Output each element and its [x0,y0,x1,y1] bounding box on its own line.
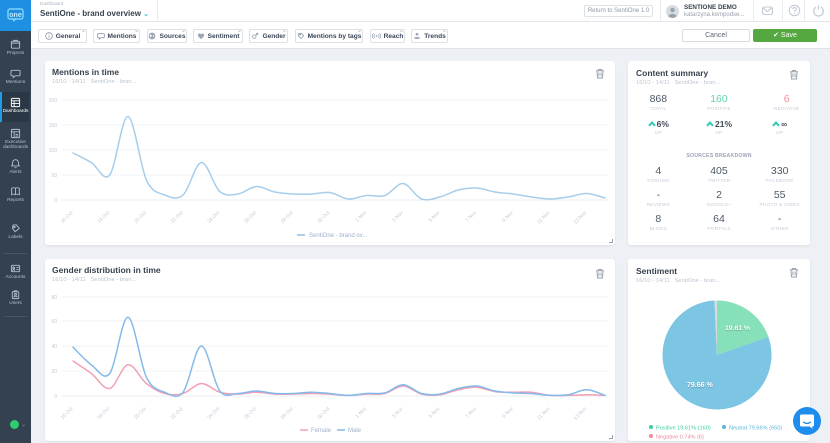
svg-text:80: 80 [51,295,57,301]
svg-text:1 Nov: 1 Nov [354,210,368,224]
svg-text:Female: Female [311,428,332,434]
svg-text:20 Oct: 20 Oct [133,210,148,225]
svg-text:26 Oct: 26 Oct [243,210,258,225]
svg-text:Male: Male [348,428,362,434]
svg-text:1 Nov: 1 Nov [354,406,368,420]
svg-text:0: 0 [54,394,57,400]
svg-text:79.66 %: 79.66 % [687,382,713,389]
svg-text:28 Oct: 28 Oct [280,406,295,421]
svg-text:150: 150 [49,123,58,129]
svg-text:28 Oct: 28 Oct [280,210,295,225]
svg-text:40: 40 [51,344,57,350]
svg-text:26 Oct: 26 Oct [243,406,258,421]
svg-text:11 Nov: 11 Nov [536,210,552,226]
svg-text:9 Nov: 9 Nov [501,210,515,224]
svg-text:SentiOne - brand ov...: SentiOne - brand ov... [309,233,368,239]
svg-text:one: one [9,12,22,19]
svg-text:11 Nov: 11 Nov [536,406,552,422]
svg-text:3 Nov: 3 Nov [391,406,405,420]
svg-text:30 Oct: 30 Oct [317,406,332,421]
svg-text:5 Nov: 5 Nov [428,210,442,224]
svg-text:0: 0 [54,198,57,204]
svg-text:16 Oct: 16 Oct [60,210,75,225]
svg-text:24 Oct: 24 Oct [207,210,222,225]
svg-text:7 Nov: 7 Nov [465,406,479,420]
svg-text:20: 20 [51,369,57,375]
svg-text:30 Oct: 30 Oct [317,210,332,225]
svg-text:22 Oct: 22 Oct [170,210,185,225]
svg-text:9 Nov: 9 Nov [501,406,515,420]
svg-text:19.61 %: 19.61 % [725,325,750,332]
svg-text:60: 60 [51,319,57,325]
svg-text:3 Nov: 3 Nov [391,210,405,224]
svg-text:50: 50 [51,173,57,179]
svg-text:16 Oct: 16 Oct [60,406,75,421]
svg-text:20 Oct: 20 Oct [133,406,148,421]
svg-text:24 Oct: 24 Oct [207,406,222,421]
svg-text:13 Nov: 13 Nov [573,406,589,422]
svg-text:18 Oct: 18 Oct [96,406,111,421]
svg-text:13 Nov: 13 Nov [573,210,589,226]
svg-text:100: 100 [49,148,58,154]
svg-text:5 Nov: 5 Nov [428,406,442,420]
svg-text:22 Oct: 22 Oct [170,406,185,421]
svg-text:7 Nov: 7 Nov [465,210,479,224]
svg-text:200: 200 [49,98,58,104]
svg-text:18 Oct: 18 Oct [96,210,111,225]
